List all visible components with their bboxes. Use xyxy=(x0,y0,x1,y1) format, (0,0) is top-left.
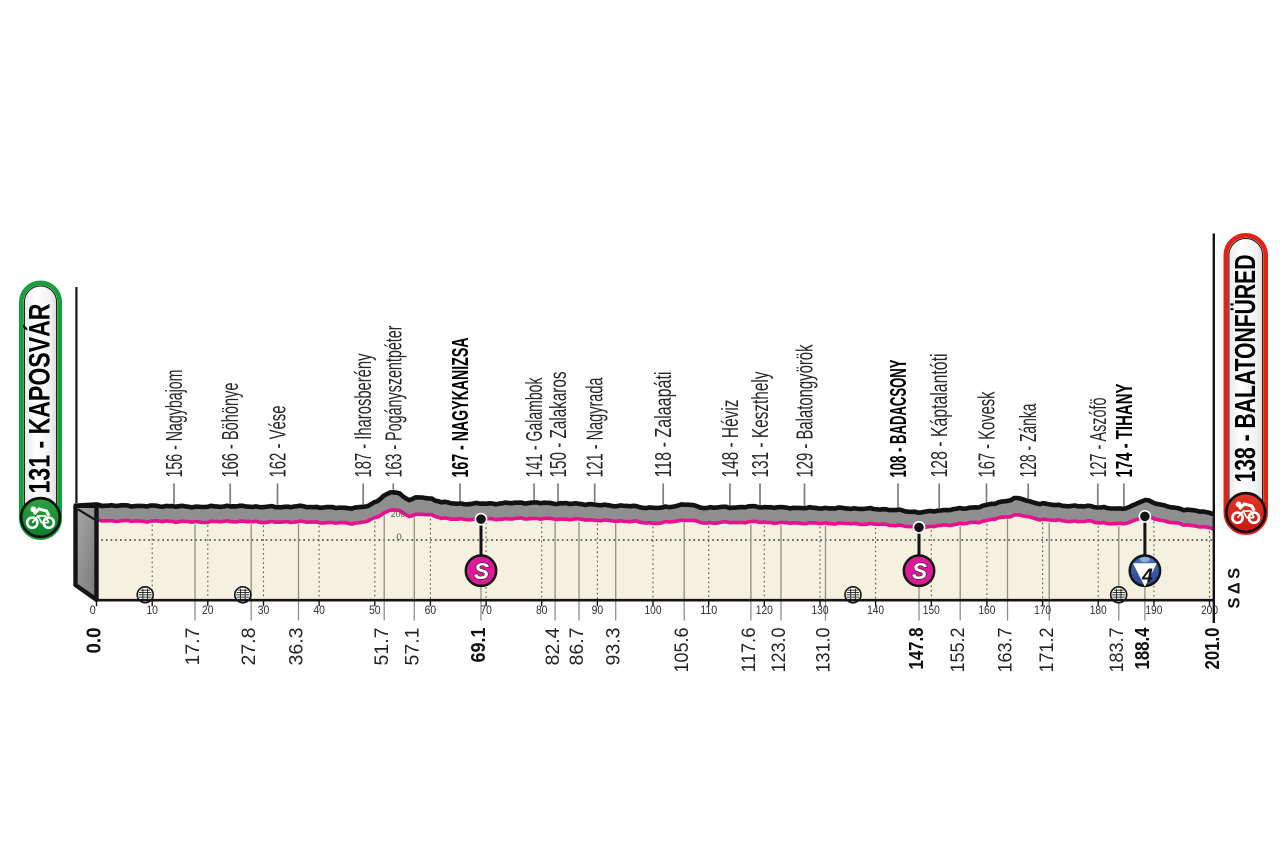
svg-text:148 - Héviz: 148 - Héviz xyxy=(717,400,743,478)
svg-text:50: 50 xyxy=(369,603,381,617)
svg-text:155.2: 155.2 xyxy=(948,628,969,673)
svg-text:128 - Zánka: 128 - Zánka xyxy=(1015,403,1041,477)
svg-text:150: 150 xyxy=(923,603,940,617)
svg-text:200: 200 xyxy=(391,509,406,520)
svg-text:S: S xyxy=(912,558,928,584)
svg-text:129 - Balatongyörök: 129 - Balatongyörök xyxy=(792,344,818,477)
svg-text:0: 0 xyxy=(90,603,96,617)
svg-text:130: 130 xyxy=(812,603,829,617)
svg-text:S: S xyxy=(474,558,490,584)
svg-text:40: 40 xyxy=(313,603,325,617)
svg-text:200: 200 xyxy=(1201,603,1218,617)
svg-text:174 - TIHANY: 174 - TIHANY xyxy=(1111,383,1137,477)
svg-text:70: 70 xyxy=(480,603,492,617)
svg-text:131 - Keszthely: 131 - Keszthely xyxy=(747,371,773,477)
svg-text:0.0: 0.0 xyxy=(84,628,106,654)
svg-text:127 - Aszófö: 127 - Aszófö xyxy=(1085,398,1111,478)
svg-text:128 - Káptalantóti: 128 - Káptalantóti xyxy=(926,354,952,478)
svg-text:141 - Galambok: 141 - Galambok xyxy=(521,377,547,477)
svg-text:80: 80 xyxy=(536,603,548,617)
svg-text:201.0: 201.0 xyxy=(1202,628,1224,670)
svg-text:121 - Nagyrada: 121 - Nagyrada xyxy=(582,377,608,477)
svg-text:110: 110 xyxy=(700,603,717,617)
svg-text:167 - NAGYKANIZSA: 167 - NAGYKANIZSA xyxy=(447,337,473,477)
svg-text:190: 190 xyxy=(1145,603,1162,617)
svg-text:69.1: 69.1 xyxy=(468,628,490,663)
svg-text:170: 170 xyxy=(1034,603,1051,617)
svg-text:162 - Vése: 162 - Vése xyxy=(265,406,291,478)
svg-text:60: 60 xyxy=(425,603,437,617)
svg-text:10: 10 xyxy=(146,603,158,617)
svg-text:156 - Nagybajom: 156 - Nagybajom xyxy=(161,370,187,478)
svg-text:188.4: 188.4 xyxy=(1132,627,1154,670)
svg-text:160: 160 xyxy=(978,603,995,617)
svg-text:90: 90 xyxy=(592,603,604,617)
svg-text:120: 120 xyxy=(756,603,773,617)
svg-text:118 - Zalaapáti: 118 - Zalaapáti xyxy=(650,372,676,478)
svg-text:20: 20 xyxy=(202,603,214,617)
svg-text:163 - Pogányszentpéter: 163 - Pogányszentpéter xyxy=(380,325,406,477)
svg-text:183.7: 183.7 xyxy=(1107,628,1128,673)
svg-text:SΔS: SΔS xyxy=(1226,564,1244,608)
svg-text:131.0: 131.0 xyxy=(814,628,835,673)
svg-text:187 - Iharosberény: 187 - Iharosberény xyxy=(350,353,376,477)
svg-text:4: 4 xyxy=(1141,565,1153,587)
svg-text:82.4: 82.4 xyxy=(543,627,564,665)
svg-text:51.7: 51.7 xyxy=(372,628,393,666)
svg-text:140: 140 xyxy=(867,603,884,617)
svg-text:150 - Zalakaros: 150 - Zalakaros xyxy=(545,372,571,478)
svg-text:108 - BADACSONY: 108 - BADACSONY xyxy=(885,359,911,477)
svg-text:17.7: 17.7 xyxy=(183,628,204,666)
svg-text:131 - KAPOSVÁR: 131 - KAPOSVÁR xyxy=(23,303,57,493)
svg-text:86.7: 86.7 xyxy=(567,628,588,666)
svg-text:30: 30 xyxy=(258,603,270,617)
svg-text:105.6: 105.6 xyxy=(672,628,693,673)
svg-text:163.7: 163.7 xyxy=(996,628,1017,673)
svg-text:100: 100 xyxy=(645,603,662,617)
svg-text:36.3: 36.3 xyxy=(287,628,308,666)
svg-text:147.8: 147.8 xyxy=(906,628,928,670)
svg-text:171.2: 171.2 xyxy=(1037,628,1058,673)
svg-text:123.0: 123.0 xyxy=(769,628,790,673)
svg-text:180: 180 xyxy=(1090,603,1107,617)
svg-text:0: 0 xyxy=(396,532,401,543)
svg-text:138 - BALATONFÜRED: 138 - BALATONFÜRED xyxy=(1229,255,1262,483)
svg-text:167 - Kovesk: 167 - Kovesk xyxy=(974,391,1000,477)
svg-text:117.6: 117.6 xyxy=(739,628,760,673)
svg-text:57.1: 57.1 xyxy=(402,628,423,666)
svg-text:166 - Böhönye: 166 - Böhönye xyxy=(217,383,243,478)
svg-text:93.3: 93.3 xyxy=(604,628,625,666)
svg-text:27.8: 27.8 xyxy=(239,628,260,666)
